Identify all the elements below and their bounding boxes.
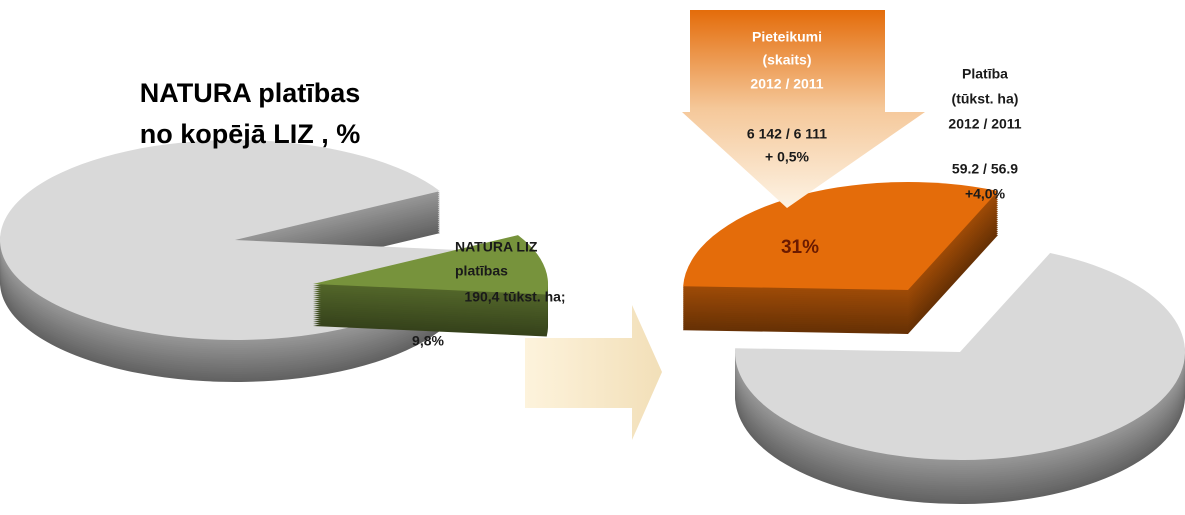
annotation: +4,0%	[965, 186, 1006, 202]
annotation: 2012 / 2011	[750, 76, 823, 92]
slice-top	[313, 235, 548, 295]
pie-slice	[313, 235, 548, 337]
pie-slice	[683, 181, 999, 334]
annotation: 2012 / 2011	[948, 116, 1021, 132]
arrow-right	[525, 305, 662, 440]
pie-slice	[735, 253, 1185, 504]
annotation: platības	[455, 263, 508, 279]
annotation: + 0,5%	[765, 149, 810, 165]
data-label: 9,8%	[412, 333, 444, 349]
chart-title: no kopējā LIZ , %	[140, 119, 361, 149]
annotation: Pieteikumi	[752, 29, 822, 45]
slice-top	[735, 253, 1185, 460]
annotation: 59.2 / 56.9	[952, 161, 1018, 177]
annotation: 190,4 tūkst. ha;	[464, 289, 565, 305]
data-label: 31%	[781, 237, 819, 258]
slice-top	[683, 181, 999, 290]
arrow-down	[682, 10, 925, 208]
labels: 9,8% NATURA platības no kopējā LIZ , % NATU…	[140, 29, 1022, 349]
annotation: (tūkst. ha)	[952, 91, 1019, 107]
annotation: 6 142 / 6 111	[747, 126, 827, 142]
annotation: (skaits)	[762, 52, 811, 68]
pie-slice	[0, 140, 469, 382]
chart-title: NATURA platības	[140, 78, 361, 108]
annotation: NATURA LIZ	[455, 239, 538, 255]
annotation: Platība	[962, 66, 1008, 82]
pies	[0, 140, 1185, 504]
